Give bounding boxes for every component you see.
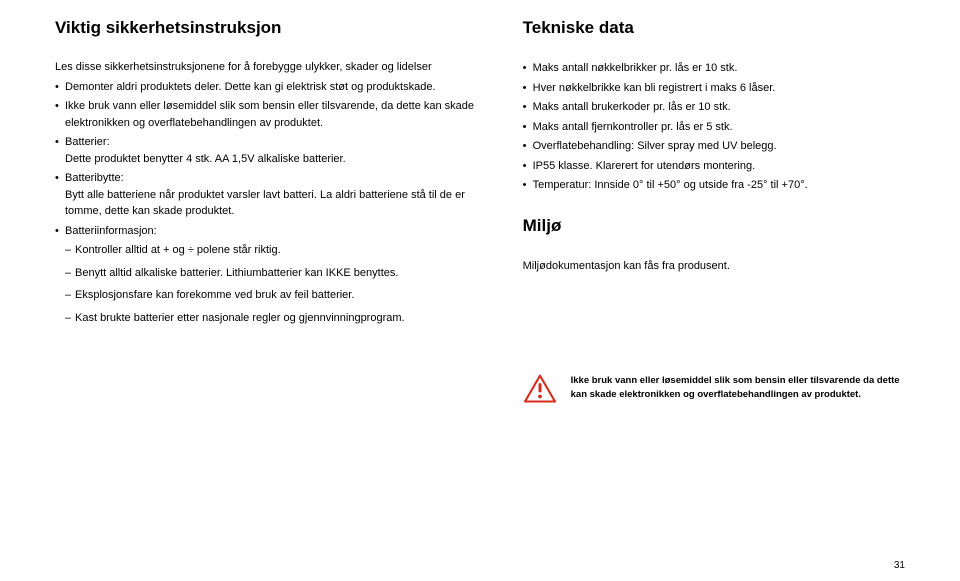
list-item-text: Batterier:Dette produktet benytter 4 stk…	[65, 136, 346, 165]
list-item: Batteriinformasjon: Kontroller alltid at…	[55, 223, 478, 327]
list-item: Maks antall fjernkontroller pr. lås er 5…	[523, 119, 905, 136]
miljo-text: Miljødokumentasjon kan fås fra produsent…	[523, 258, 905, 275]
page-number: 31	[894, 560, 905, 571]
list-item: Hver nøkkelbrikke kan bli registrert i m…	[523, 80, 905, 97]
list-item: Batteribytte:Bytt alle batteriene når pr…	[55, 170, 478, 220]
left-section-title: Viktig sikkerhetsinstruksjon	[55, 18, 478, 38]
list-item: IP55 klasse. Klarerert for utendørs mont…	[523, 158, 905, 175]
safety-list: Demonter aldri produktets deler. Dette k…	[55, 79, 478, 327]
intro-text: Les disse sikkerhetsinstruksjonene for å…	[55, 60, 478, 76]
tech-data-list: Maks antall nøkkelbrikker pr. lås er 10 …	[523, 60, 905, 194]
list-item: Temperatur: Innside 0° til +50° og utsid…	[523, 177, 905, 194]
sublist-item: Kontroller alltid at + og ÷ polene står …	[65, 242, 478, 259]
list-item: Overflatebehandling: Silver spray med UV…	[523, 138, 905, 155]
warning-box: Ikke bruk vann eller løsemiddel slik som…	[523, 374, 905, 404]
list-item-text: Demonter aldri produktets deler. Dette k…	[65, 81, 436, 93]
sublist-item: Benytt alltid alkaliske batterier. Lithi…	[65, 265, 478, 282]
sublist-item: Eksplosjonsfare kan forekomme ved bruk a…	[65, 287, 478, 304]
warning-text: Ikke bruk vann eller løsemiddel slik som…	[571, 374, 905, 403]
miljo-title: Miljø	[523, 216, 905, 236]
sublist-item: Kast brukte batterier etter nasjonale re…	[65, 310, 478, 327]
list-item-text: Batteribytte:Bytt alle batteriene når pr…	[65, 172, 465, 217]
list-item: Ikke bruk vann eller løsemiddel slik som…	[55, 98, 478, 131]
tech-data-title: Tekniske data	[523, 18, 905, 38]
list-item-text: Batteriinformasjon:	[65, 225, 157, 237]
battery-info-sublist: Kontroller alltid at + og ÷ polene står …	[65, 242, 478, 326]
list-item: Maks antall nøkkelbrikker pr. lås er 10 …	[523, 60, 905, 77]
list-item: Demonter aldri produktets deler. Dette k…	[55, 79, 478, 96]
list-item: Batterier:Dette produktet benytter 4 stk…	[55, 134, 478, 167]
warning-triangle-icon	[523, 374, 557, 404]
list-item-text: Ikke bruk vann eller løsemiddel slik som…	[65, 100, 474, 129]
list-item: Maks antall brukerkoder pr. lås er 10 st…	[523, 99, 905, 116]
